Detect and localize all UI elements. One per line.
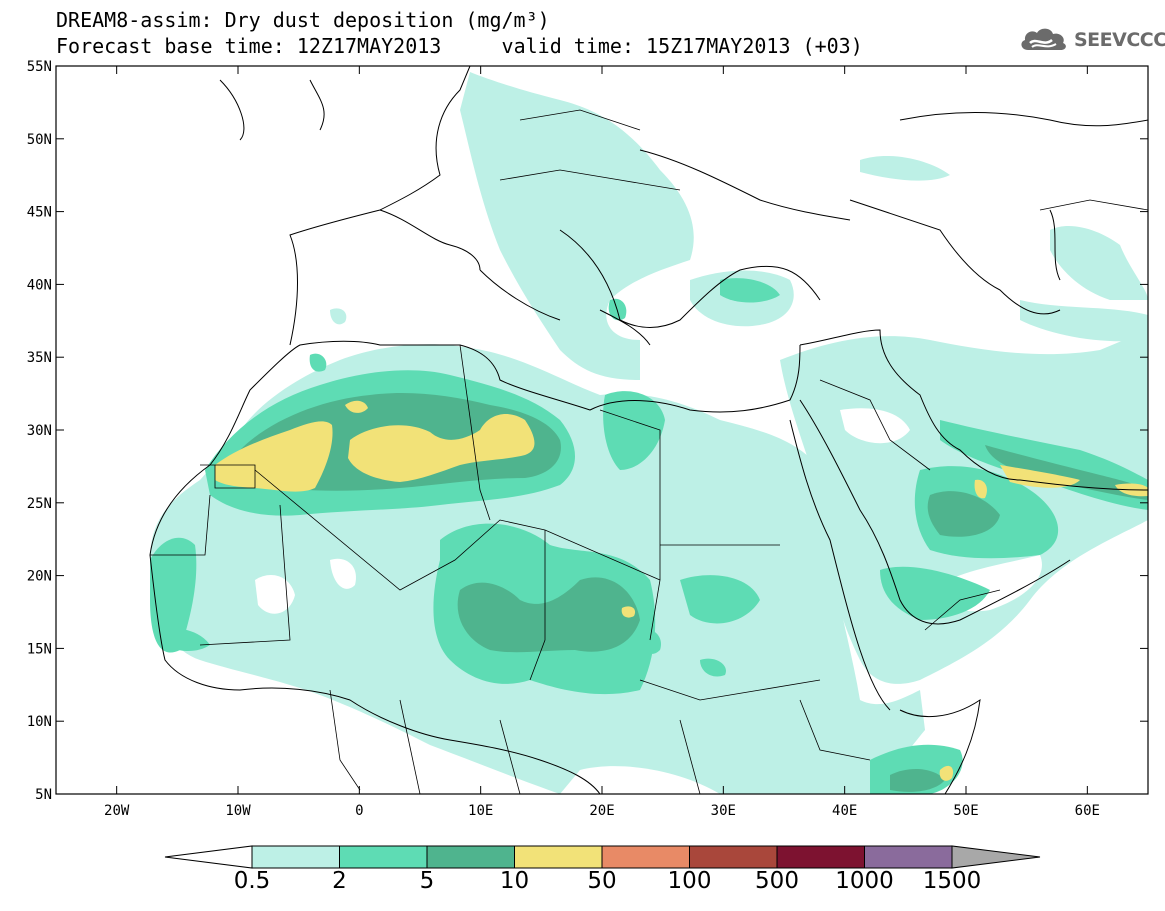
logo-text: SEEVCCC: [1074, 29, 1165, 51]
lon-tick-label: 0: [355, 803, 363, 819]
lat-tick-label: 10N: [27, 714, 52, 730]
cloud-logo-icon: [1021, 28, 1066, 50]
colorbar: [164, 845, 1041, 869]
colorbar-label: 10: [499, 868, 530, 894]
country-borders: [150, 109, 1148, 794]
colorbar-label: 5: [419, 868, 435, 894]
colorbar-segment: [251, 845, 340, 869]
colorbar-segment: [426, 845, 515, 869]
lon-tick-label: 10W: [225, 803, 251, 819]
longitude-axis: 20W 10W 0 10E 20E 30E 40E 50E 60E: [104, 66, 1100, 819]
latitude-axis: 55N 50N 45N 40N 35N 30N 25N 20N 15N 10N 5N: [27, 59, 1148, 803]
colorbar-segment: [339, 845, 428, 869]
base-time-label: Forecast base time: 12Z17MAY2013: [56, 34, 442, 58]
colorbar-low-triangle: [164, 845, 253, 869]
lon-tick-label: 20E: [589, 803, 614, 819]
lon-tick-label: 50E: [953, 803, 978, 819]
colorbar-label: 50: [587, 868, 617, 894]
colorbar-segment: [776, 845, 865, 869]
lon-tick-label: 30E: [711, 803, 736, 819]
dust-fields: [150, 72, 1148, 794]
lon-tick-label: 20W: [104, 803, 130, 819]
lat-tick-label: 35N: [27, 350, 52, 366]
colorbar-segment: [689, 845, 778, 869]
time-info: Forecast base time: 12Z17MAY2013 valid t…: [56, 34, 863, 58]
seevccc-logo: SEEVCCC: [1018, 26, 1165, 54]
lat-tick-label: 50N: [27, 132, 52, 148]
lon-tick-label: 60E: [1075, 803, 1100, 819]
colorbar-label: 1500: [922, 868, 982, 894]
lat-tick-label: 45N: [27, 205, 52, 221]
lat-tick-label: 30N: [27, 423, 52, 439]
map-title: DREAM8-assim: Dry dust deposition (mg/m³…: [56, 8, 550, 32]
coastlines-borders: [149, 66, 1148, 794]
valid-time-label: valid time: 15Z17MAY2013 (+03): [501, 34, 863, 58]
level-10-50-field: [215, 400, 1148, 781]
colorbar-label: 100: [667, 868, 712, 894]
colorbar-high-triangle: [951, 845, 1041, 869]
colorbar-label: 2: [332, 868, 347, 894]
colorbar-label: 0.5: [233, 868, 271, 894]
lat-tick-label: 20N: [27, 569, 52, 585]
lat-tick-label: 15N: [27, 641, 52, 657]
lon-tick-label: 40E: [832, 803, 857, 819]
lat-tick-label: 40N: [27, 277, 52, 293]
lat-tick-label: 55N: [27, 59, 52, 75]
colorbar-segment: [514, 845, 603, 869]
lat-tick-label: 25N: [27, 496, 52, 512]
lon-tick-label: 10E: [468, 803, 493, 819]
colorbar-label: 1000: [835, 868, 894, 894]
colorbar-segment: [601, 845, 690, 869]
colorbar-segment: [864, 845, 953, 869]
colorbar-label: 500: [755, 868, 799, 894]
lat-tick-label: 5N: [35, 787, 52, 803]
